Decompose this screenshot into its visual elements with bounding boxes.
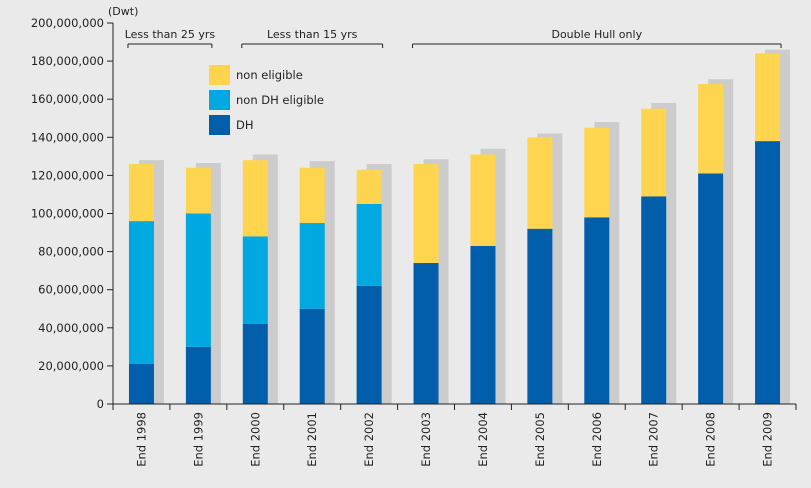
y-tick-label-5: 100,000,000 — [31, 207, 104, 221]
y-tick-label-1: 20,000,000 — [38, 359, 104, 373]
bar-dh-0 — [128, 363, 154, 404]
x-tick-label-1: End 1999 — [191, 412, 205, 467]
bar-non-dh-eligible-0 — [128, 221, 154, 364]
bar-dh-11 — [755, 141, 781, 405]
bar-non-eligible-10 — [698, 83, 724, 174]
x-ticks: End 1998 End 1999 End 2000 End 2001 End 2002… — [112, 404, 797, 467]
x-tick-label-0: End 1998 — [134, 412, 148, 467]
bar-non-eligible-7 — [527, 137, 553, 229]
bar-dh-2 — [242, 323, 268, 404]
y-ticks: 0 20,000,000 40,000,000 60,000,000 80,000,00… — [31, 16, 113, 411]
bar-dh-6 — [470, 245, 496, 404]
legend-swatch-0 — [209, 65, 230, 85]
y-tick-label-6: 120,000,000 — [31, 168, 104, 182]
bar-dh-3 — [299, 308, 325, 404]
x-tick-label-7: End 2005 — [533, 412, 547, 467]
y-tick-label-8: 160,000,000 — [31, 92, 104, 106]
y-tick-label-3: 60,000,000 — [38, 283, 104, 297]
bar-non-eligible-8 — [584, 127, 610, 218]
bar-non-eligible-9 — [641, 108, 667, 197]
bar-non-eligible-6 — [470, 154, 496, 246]
x-tick-label-2: End 2000 — [248, 412, 262, 467]
bar-non-dh-eligible-1 — [185, 213, 211, 347]
x-tick-label-5: End 2003 — [419, 412, 433, 467]
bar-non-eligible-11 — [755, 53, 781, 142]
y-tick-label-4: 80,000,000 — [38, 245, 104, 259]
bar-non-dh-eligible-2 — [242, 236, 268, 324]
x-tick-label-4: End 2002 — [362, 412, 376, 467]
bar-non-eligible-4 — [356, 169, 382, 204]
legend-label-2: DH — [236, 118, 254, 132]
bar-non-eligible-3 — [299, 167, 325, 224]
y-tick-label-0: 0 — [97, 397, 104, 411]
bar-dh-4 — [356, 285, 382, 404]
bar-dh-8 — [584, 217, 610, 404]
legend-label-0: non eligible — [236, 68, 303, 82]
legend-swatch-2 — [209, 115, 230, 135]
bar-non-eligible-2 — [242, 160, 268, 237]
y-tick-label-9: 180,000,000 — [31, 54, 104, 68]
y-tick-label-10: 200,000,000 — [31, 16, 104, 30]
bar-dh-10 — [698, 173, 724, 404]
bar-non-dh-eligible-3 — [299, 223, 325, 309]
bar-dh-9 — [641, 196, 667, 404]
legend-swatch-1 — [209, 90, 230, 110]
x-tick-label-8: End 2006 — [590, 412, 604, 467]
y-unit-label: (Dwt) — [108, 5, 138, 18]
x-tick-label-6: End 2004 — [476, 412, 490, 467]
bar-dh-5 — [413, 263, 439, 404]
annotation-label-1: Less than 15 yrs — [267, 28, 358, 41]
period-annotations: Less than 25 yrs Less than 15 yrs Double H… — [125, 28, 782, 48]
annotation-label-2: Double Hull only — [551, 28, 642, 41]
bar-dh-1 — [185, 346, 211, 404]
annotation-label-0: Less than 25 yrs — [125, 28, 216, 41]
bar-non-dh-eligible-4 — [356, 203, 382, 286]
bar-stacks — [128, 53, 781, 405]
y-tick-label-7: 140,000,000 — [31, 130, 104, 144]
bar-non-eligible-0 — [128, 163, 154, 222]
x-tick-label-9: End 2007 — [647, 412, 661, 467]
y-tick-label-2: 40,000,000 — [38, 321, 104, 335]
bar-non-eligible-5 — [413, 163, 439, 264]
bar-dh-7 — [527, 228, 553, 404]
x-tick-label-11: End 2009 — [761, 412, 775, 467]
legend-label-1: non DH eligible — [236, 93, 324, 107]
bar-non-eligible-1 — [185, 167, 211, 214]
x-tick-label-10: End 2008 — [704, 412, 718, 467]
legend: non eligible non DH eligible DH — [209, 65, 324, 135]
x-tick-label-3: End 2001 — [305, 412, 319, 467]
